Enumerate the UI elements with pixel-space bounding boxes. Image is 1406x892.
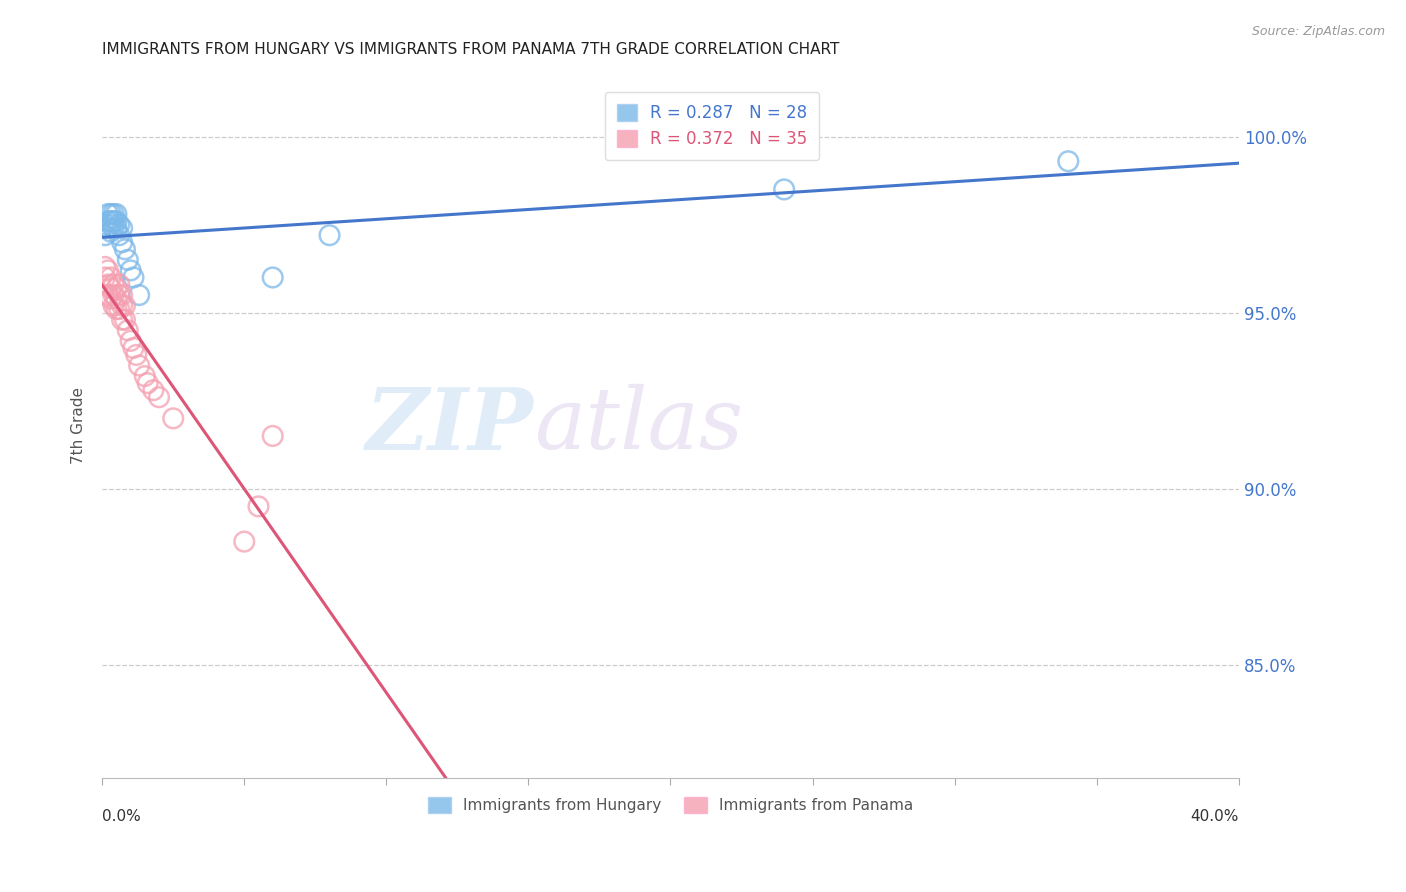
Point: [103, 277, 125, 292]
Point: [94, 218, 117, 232]
Point: [247, 500, 270, 514]
Point: [97, 277, 120, 292]
Point: [103, 288, 125, 302]
Point: [100, 270, 122, 285]
Point: [105, 281, 128, 295]
Text: atlas: atlas: [534, 384, 744, 467]
Point: [117, 252, 139, 267]
Point: [111, 312, 134, 326]
Point: [122, 270, 145, 285]
Text: Source: ZipAtlas.com: Source: ZipAtlas.com: [1251, 25, 1385, 38]
Point: [97, 263, 120, 277]
Point: [111, 288, 134, 302]
Point: [108, 218, 131, 232]
Point: [97, 221, 120, 235]
Point: [162, 411, 184, 425]
Point: [262, 270, 284, 285]
Point: [97, 288, 120, 302]
Point: [128, 288, 150, 302]
Point: [100, 281, 122, 295]
Point: [108, 228, 131, 243]
Point: [114, 299, 136, 313]
Point: [117, 323, 139, 337]
Point: [114, 242, 136, 256]
Point: [108, 288, 131, 302]
Text: ZIP: ZIP: [366, 384, 534, 467]
Point: [94, 228, 117, 243]
Legend: Immigrants from Hungary, Immigrants from Panama: Immigrants from Hungary, Immigrants from…: [422, 791, 920, 819]
Point: [142, 383, 165, 397]
Point: [108, 302, 131, 317]
Point: [100, 292, 122, 306]
Point: [105, 302, 128, 317]
Point: [105, 292, 128, 306]
Y-axis label: 7th Grade: 7th Grade: [72, 387, 86, 464]
Point: [125, 348, 148, 362]
Point: [105, 207, 128, 221]
Point: [103, 214, 125, 228]
Point: [114, 312, 136, 326]
Point: [120, 334, 142, 348]
Point: [100, 218, 122, 232]
Point: [97, 207, 120, 221]
Point: [111, 221, 134, 235]
Point: [120, 263, 142, 277]
Point: [111, 299, 134, 313]
Point: [134, 369, 156, 384]
Point: [233, 534, 256, 549]
Point: [97, 214, 120, 228]
Point: [103, 299, 125, 313]
Point: [94, 260, 117, 274]
Point: [148, 390, 170, 404]
Text: IMMIGRANTS FROM HUNGARY VS IMMIGRANTS FROM PANAMA 7TH GRADE CORRELATION CHART: IMMIGRANTS FROM HUNGARY VS IMMIGRANTS FR…: [103, 42, 839, 57]
Point: [105, 221, 128, 235]
Point: [108, 277, 131, 292]
Point: [128, 359, 150, 373]
Point: [111, 235, 134, 250]
Text: 0.0%: 0.0%: [103, 809, 141, 824]
Point: [122, 341, 145, 355]
Point: [100, 225, 122, 239]
Point: [103, 221, 125, 235]
Point: [94, 270, 117, 285]
Text: 40.0%: 40.0%: [1191, 809, 1239, 824]
Point: [100, 207, 122, 221]
Point: [318, 228, 340, 243]
Point: [136, 376, 159, 391]
Point: [1057, 154, 1080, 169]
Point: [105, 214, 128, 228]
Point: [103, 207, 125, 221]
Point: [262, 429, 284, 443]
Point: [773, 182, 796, 196]
Point: [100, 214, 122, 228]
